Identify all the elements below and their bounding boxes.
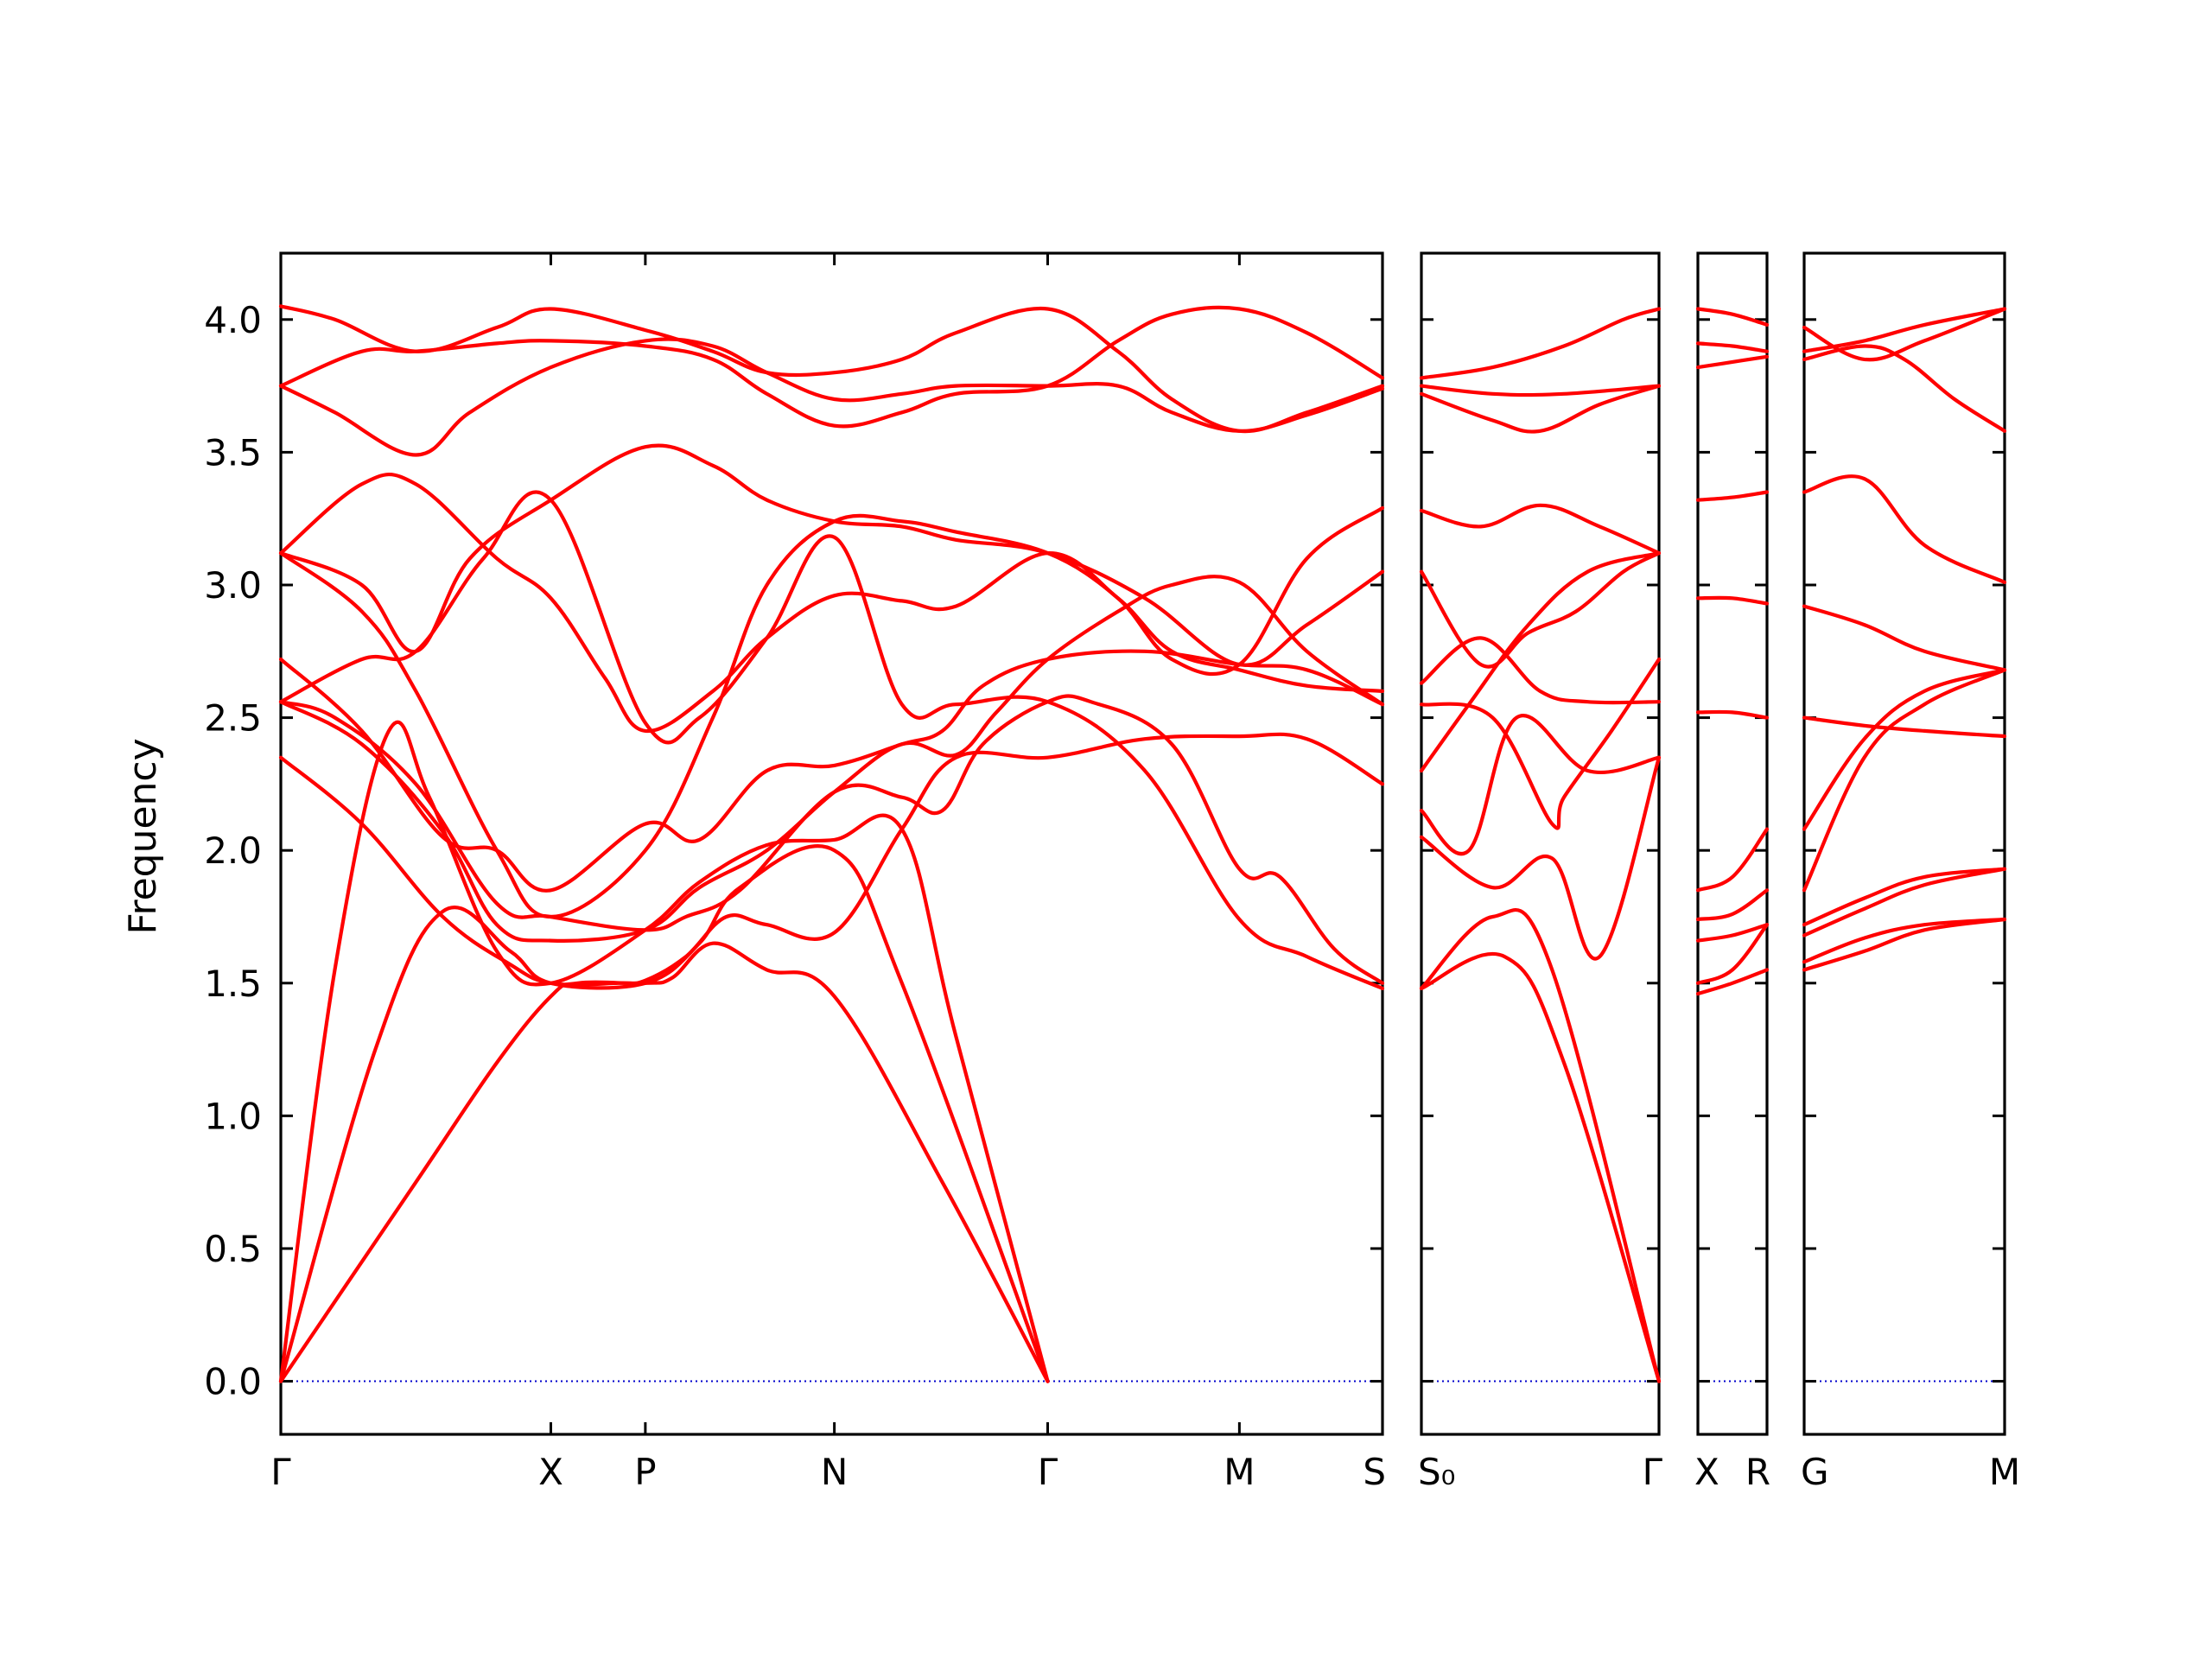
x-tick-label: M [1224, 1451, 1255, 1493]
phonon-band-line [1419, 551, 1662, 669]
phonon-band-line [1419, 657, 1662, 830]
phonon-band-line [1419, 636, 1662, 705]
phonon-band-line [1695, 490, 1770, 502]
x-tick-label: P [634, 1451, 656, 1493]
phonon-band-line [1802, 668, 2007, 831]
phonon-band-line [278, 490, 1385, 990]
phonon-band-line [278, 649, 1385, 893]
phonon-band-line [1419, 551, 1662, 773]
phonon-band-line [1419, 952, 1662, 1383]
phonon-band-line [1419, 755, 1662, 961]
phonon-band-line [1695, 341, 1770, 353]
phonon-band-line [1802, 474, 2007, 584]
y-tick-label: 0.0 [204, 1361, 262, 1403]
y-tick-label: 4.0 [204, 299, 262, 341]
y-tick-label: 0.5 [204, 1228, 262, 1270]
phonon-band-line [278, 305, 1385, 429]
phonon-band-line [1419, 908, 1662, 1383]
phonon-band-line [1695, 595, 1770, 606]
phonon-band-line [1695, 888, 1770, 922]
x-tick-label: X [538, 1451, 563, 1493]
phonon-band-line [278, 304, 1385, 434]
phonon-band-line [278, 505, 1385, 919]
y-tick-label: 2.0 [204, 830, 262, 872]
phonon-band-line [1695, 354, 1770, 370]
panel-frame [1696, 251, 1769, 1436]
phonon-band-line [1802, 867, 2007, 938]
phonon-band-line [1695, 827, 1770, 893]
phonon-band-line [1695, 923, 1770, 943]
phonon-band-line [1695, 923, 1770, 985]
phonon-band-line [278, 473, 1385, 734]
phonon-band-line [278, 694, 1385, 985]
x-tick-label: Γ [1038, 1451, 1058, 1493]
phonon-band-line [1419, 307, 1662, 380]
phonon-band-line [278, 844, 1050, 1383]
phonon-band-line [1419, 384, 1662, 434]
x-tick-label: S₀ [1418, 1451, 1456, 1493]
x-tick-label: M [1989, 1451, 2020, 1493]
y-tick-label: 3.5 [204, 431, 262, 474]
phonon-band-line [1419, 503, 1662, 556]
y-axis-label: Frequency [121, 738, 165, 934]
phonon-band-line [1802, 668, 2007, 893]
panel-frame [1420, 251, 1661, 1436]
axes-layer: 0.00.51.01.52.02.53.03.54.0Γ X P N Γ M S S₀ Γ X R G… [204, 251, 2020, 1493]
y-tick-label: 1.0 [204, 1095, 262, 1137]
phonon-band-line [1802, 917, 2007, 964]
x-tick-label: X [1694, 1451, 1719, 1493]
x-tick-label: Γ [270, 1451, 291, 1493]
phonon-band-line [1419, 714, 1662, 856]
x-tick-label: S [1363, 1451, 1386, 1493]
bands-layer [278, 304, 2007, 1383]
phonon-band-line [1802, 307, 2007, 362]
phonon-band-line [1695, 307, 1770, 327]
y-tick-label: 1.5 [204, 963, 262, 1005]
phonon-band-line [1695, 968, 1770, 996]
x-tick-label: R [1745, 1451, 1770, 1493]
x-tick-label: G [1801, 1451, 1829, 1493]
phonon-band-line [1802, 917, 2007, 972]
x-tick-label: N [821, 1451, 848, 1493]
phonon-band-line [1802, 344, 2007, 433]
x-tick-label: Γ [1643, 1451, 1663, 1493]
phonon-band-line [278, 941, 1050, 1383]
y-tick-label: 2.5 [204, 697, 262, 740]
phonon-band-line [278, 443, 1385, 667]
phonon-band-line [1802, 867, 2007, 927]
phonon-band-line [1695, 709, 1770, 720]
phonon-band-line [1802, 604, 2007, 672]
phonon-band-line [278, 720, 1050, 1383]
phonon-band-line [278, 337, 1385, 457]
phonon-band-line [1419, 384, 1662, 397]
y-tick-label: 3.0 [204, 564, 262, 607]
phonon-band-line [1802, 715, 2007, 739]
panel-frame [279, 251, 1384, 1436]
panel-frame [1802, 251, 2006, 1436]
phonon-band-line [278, 575, 1385, 943]
phonon-band-line [278, 732, 1385, 987]
